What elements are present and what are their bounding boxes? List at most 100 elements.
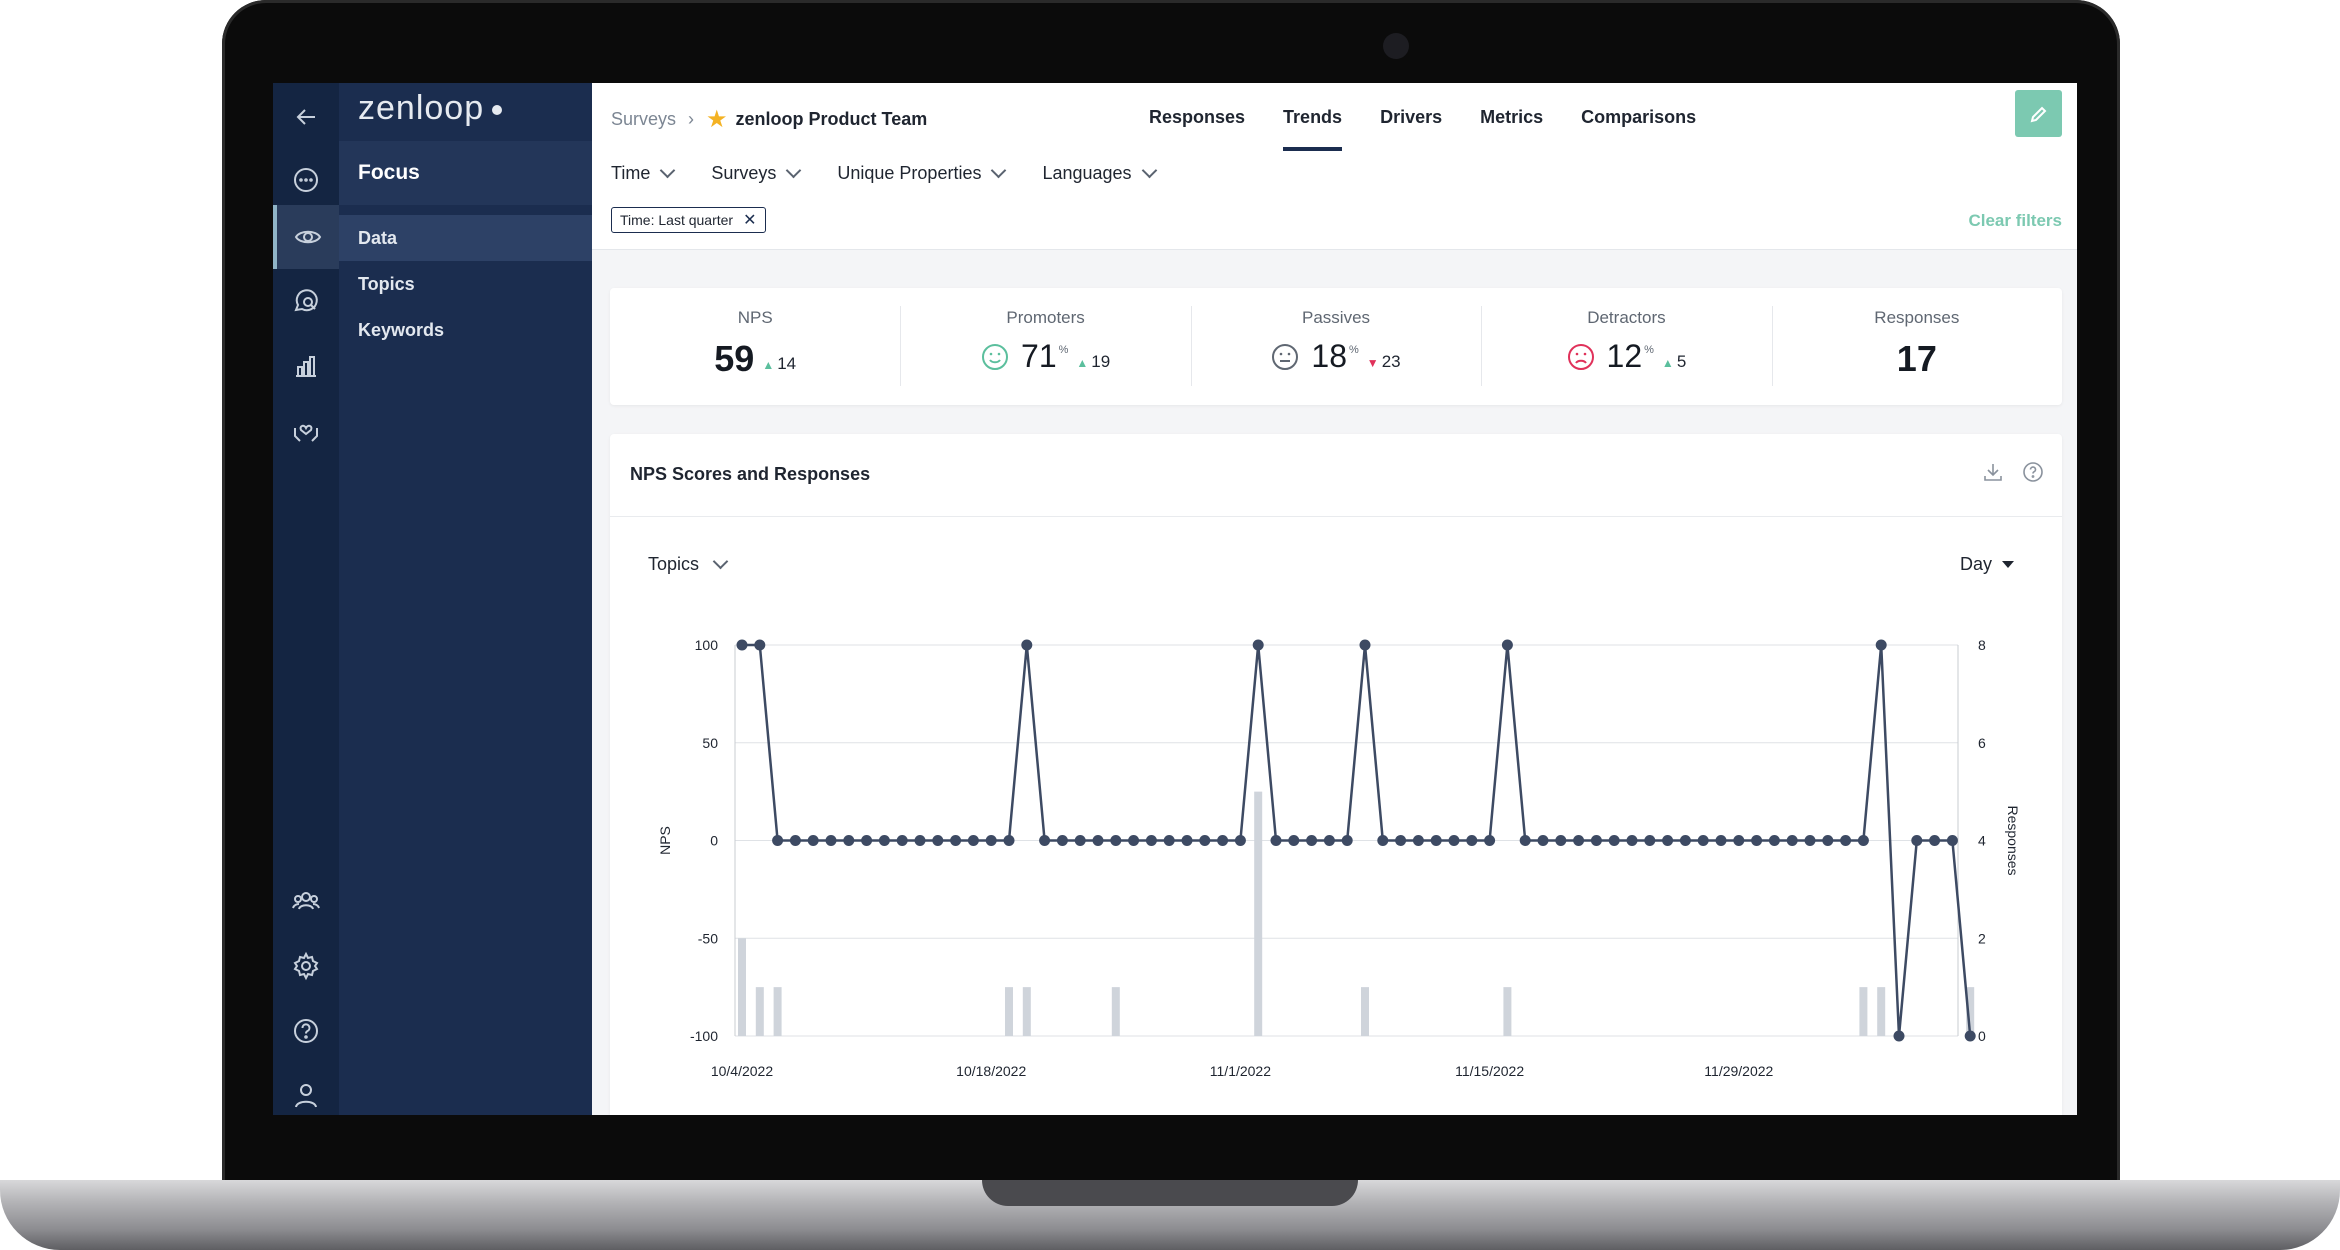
kpi-promoters-delta-value: 19 xyxy=(1091,351,1111,371)
hands-heart-icon[interactable] xyxy=(273,399,339,463)
nps-point xyxy=(1163,835,1175,846)
filter-languages-label: Languages xyxy=(1042,163,1132,183)
nps-point xyxy=(1662,835,1674,846)
filter-time[interactable]: Time xyxy=(611,162,676,184)
clear-filters-button[interactable]: Clear filters xyxy=(1968,211,2062,230)
response-bar xyxy=(1877,987,1886,1036)
nps-point xyxy=(1929,835,1941,846)
breadcrumb: Surveys › ★ zenloop Product Team xyxy=(611,105,927,134)
response-bar xyxy=(755,987,764,1036)
nps-chart: 100 50 0 -50 -100 8 6 4 2 0 NPS Responses 10/4/2022 1… xyxy=(657,637,2021,1079)
nps-point xyxy=(1875,639,1887,651)
filter-languages[interactable]: Languages xyxy=(1042,162,1157,184)
tab-responses[interactable]: Responses xyxy=(1149,106,1246,127)
nav-item-keywords[interactable]: Keywords xyxy=(358,319,445,340)
nav-item-topics[interactable]: Topics xyxy=(358,273,415,294)
nps-point xyxy=(1786,835,1798,846)
y2-tick-label: 2 xyxy=(1978,930,1986,946)
help-icon[interactable] xyxy=(273,999,339,1063)
filter-surveys-label: Surveys xyxy=(711,163,777,183)
kpi-nps-value: 59 xyxy=(714,338,755,379)
eye-icon[interactable] xyxy=(273,205,339,269)
top-bar: Surveys › ★ zenloop Product Team Respons… xyxy=(592,83,2077,152)
y2-tick-label: 8 xyxy=(1978,637,1986,653)
x-tick-label: 11/29/2022 xyxy=(1704,1063,1773,1079)
breadcrumb-root[interactable]: Surveys xyxy=(611,109,677,129)
brand-logo[interactable]: zenloop xyxy=(358,89,503,128)
arrow-up-icon: ▲ xyxy=(1076,355,1089,370)
help-icon[interactable] xyxy=(2022,461,2044,483)
filter-unique-properties[interactable]: Unique Properties xyxy=(837,162,1007,184)
tab-trends[interactable]: Trends xyxy=(1264,83,1361,151)
nps-point xyxy=(1679,835,1691,846)
filter-surveys[interactable]: Surveys xyxy=(711,162,802,184)
star-icon[interactable]: ★ xyxy=(706,106,728,133)
kpi-promoters-delta: ▲ 19 xyxy=(1076,352,1110,372)
gear-icon[interactable] xyxy=(273,934,339,998)
nps-point xyxy=(1946,835,1958,846)
nps-point xyxy=(1644,835,1656,846)
kpi-detractors-label: Detractors xyxy=(1587,308,1666,327)
nps-point xyxy=(1110,835,1122,846)
y2-tick-label: 4 xyxy=(1978,833,1986,849)
y2-tick-label: 6 xyxy=(1978,735,1986,751)
kpi-detractors: Detractors 12 % ▲ 5 xyxy=(1481,288,1771,405)
search-chat-icon[interactable] xyxy=(273,269,339,333)
card-divider xyxy=(610,516,2062,517)
kpi-responses-label: Responses xyxy=(1874,308,1960,327)
caret-down-icon xyxy=(2002,561,2014,568)
pencil-icon xyxy=(2030,106,2046,122)
chevron-down-icon xyxy=(1141,162,1157,179)
kpi-nps: NPS 59 ▲ 14 xyxy=(610,288,900,405)
y-tick-label: 100 xyxy=(695,637,719,653)
chart-card: NPS Scores and Responses Topics Day 100 5… xyxy=(610,434,2062,1115)
icon-rail xyxy=(273,83,339,1115)
response-bar xyxy=(738,938,746,1036)
response-bar xyxy=(1111,987,1120,1036)
nps-point xyxy=(789,835,801,846)
kpi-nps-delta: ▲ 14 xyxy=(762,354,796,374)
user-icon[interactable] xyxy=(273,1063,339,1115)
nps-point xyxy=(1626,835,1638,846)
kpi-promoters: Promoters 71 % ▲ 19 xyxy=(900,288,1190,405)
x-tick-label: 10/4/2022 xyxy=(711,1063,773,1079)
kpi-passives-delta: ▼ 23 xyxy=(1367,352,1401,372)
nps-point xyxy=(1840,835,1852,846)
tab-metrics[interactable]: Metrics xyxy=(1480,106,1544,127)
nps-point xyxy=(1608,835,1620,846)
active-filter-chip: Time: Last quarter ✕ xyxy=(611,207,766,233)
bar-chart-icon[interactable] xyxy=(273,334,339,398)
side-nav: zenloop Focus Data Topics Keywords xyxy=(339,83,592,1115)
nav-item-data[interactable]: Data xyxy=(339,215,592,261)
tab-drivers[interactable]: Drivers xyxy=(1380,106,1443,127)
chat-bubble-icon[interactable] xyxy=(273,148,339,212)
y-tick-label: -50 xyxy=(698,930,718,946)
topics-dropdown-label: Topics xyxy=(648,554,700,574)
response-bar xyxy=(1361,987,1369,1036)
tab-comparisons[interactable]: Comparisons xyxy=(1581,106,1697,127)
interval-dropdown[interactable]: Day xyxy=(1960,554,2014,575)
nps-point xyxy=(1911,835,1923,846)
nps-point xyxy=(878,835,890,846)
chevron-down-icon xyxy=(660,162,676,179)
kpi-nps-label: NPS xyxy=(737,308,773,327)
neutral-face-icon xyxy=(1272,343,1299,370)
download-icon[interactable] xyxy=(1982,461,2004,483)
nps-point xyxy=(914,835,926,846)
back-arrow-icon[interactable] xyxy=(273,85,339,149)
nps-point xyxy=(1430,835,1442,846)
topics-dropdown[interactable]: Topics xyxy=(648,553,729,575)
close-icon[interactable]: ✕ xyxy=(743,212,757,229)
nps-point xyxy=(1074,835,1086,846)
team-icon[interactable] xyxy=(273,869,339,933)
edit-button[interactable] xyxy=(2015,90,2062,137)
nps-point xyxy=(1804,835,1816,846)
nps-point xyxy=(843,835,855,846)
y-tick-label: 0 xyxy=(710,833,718,849)
nps-point xyxy=(1181,835,1193,846)
nps-point xyxy=(754,639,766,651)
y-axis-label: NPS xyxy=(657,826,673,855)
kpi-responses-value: 17 xyxy=(1896,338,1937,379)
kpi-passives: Passives 18 % ▼ 23 xyxy=(1190,288,1481,405)
kpi-passives-label: Passives xyxy=(1302,308,1371,327)
